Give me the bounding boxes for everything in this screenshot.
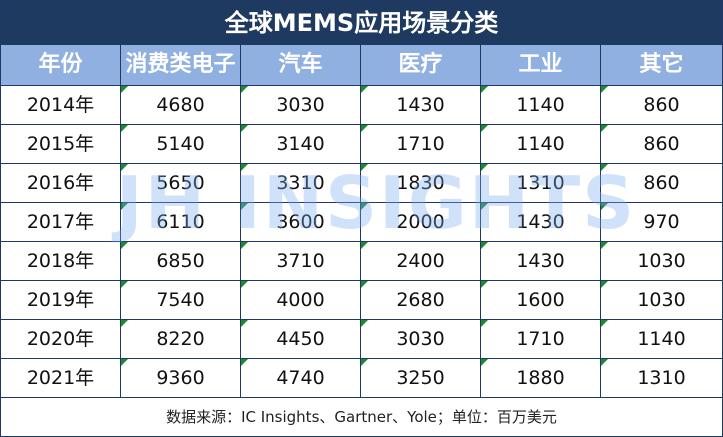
value-cell: 2400 bbox=[361, 242, 481, 280]
value-cell: 3030 bbox=[361, 320, 481, 358]
header-cell: 汽车 bbox=[241, 45, 361, 85]
table: 年份 消费类电子 汽车 医疗 工业 其它 2014年 4680 3030 1430 1140 860 2… bbox=[1, 45, 722, 398]
value-cell: 1430 bbox=[361, 86, 481, 124]
year-cell: 2017年 bbox=[1, 203, 121, 241]
value-cell: 1030 bbox=[601, 281, 722, 319]
value-cell: 860 bbox=[601, 125, 722, 163]
table-row: 2016年 5650 3310 1830 1310 860 bbox=[1, 164, 722, 203]
table-title: 全球MEMS应用场景分类 bbox=[1, 1, 722, 45]
header-cell: 年份 bbox=[1, 45, 121, 85]
value-cell: 1830 bbox=[361, 164, 481, 202]
value-cell: 3140 bbox=[241, 125, 361, 163]
value-cell: 1600 bbox=[481, 281, 601, 319]
value-cell: 5140 bbox=[121, 125, 241, 163]
value-cell: 860 bbox=[601, 164, 722, 202]
value-cell: 4450 bbox=[241, 320, 361, 358]
value-cell: 1310 bbox=[601, 359, 722, 397]
value-cell: 6850 bbox=[121, 242, 241, 280]
value-cell: 3030 bbox=[241, 86, 361, 124]
table-row: 2020年 8220 4450 3030 1710 1140 bbox=[1, 320, 722, 359]
table-row: 2017年 6110 3600 2000 1430 970 bbox=[1, 203, 722, 242]
table-row: 2014年 4680 3030 1430 1140 860 bbox=[1, 86, 722, 125]
value-cell: 860 bbox=[601, 86, 722, 124]
value-cell: 1140 bbox=[481, 125, 601, 163]
value-cell: 2000 bbox=[361, 203, 481, 241]
value-cell: 3310 bbox=[241, 164, 361, 202]
value-cell: 4000 bbox=[241, 281, 361, 319]
value-cell: 1430 bbox=[481, 203, 601, 241]
year-cell: 2021年 bbox=[1, 359, 121, 397]
value-cell: 4740 bbox=[241, 359, 361, 397]
value-cell: 1140 bbox=[601, 320, 722, 358]
table-row: 2019年 7540 4000 2680 1600 1030 bbox=[1, 281, 722, 320]
table-row: 2021年 9360 4740 3250 1880 1310 bbox=[1, 359, 722, 398]
value-cell: 8220 bbox=[121, 320, 241, 358]
header-cell: 医疗 bbox=[361, 45, 481, 85]
header-cell: 消费类电子 bbox=[121, 45, 241, 85]
year-cell: 2014年 bbox=[1, 86, 121, 124]
value-cell: 4680 bbox=[121, 86, 241, 124]
year-cell: 2018年 bbox=[1, 242, 121, 280]
header-row: 年份 消费类电子 汽车 医疗 工业 其它 bbox=[1, 45, 722, 86]
value-cell: 1030 bbox=[601, 242, 722, 280]
header-cell: 其它 bbox=[639, 52, 684, 77]
value-cell: 6110 bbox=[121, 203, 241, 241]
source-note: 数据来源：IC Insights、Gartner、Yole；单位：百万美元 bbox=[166, 408, 557, 426]
value-cell: 3250 bbox=[361, 359, 481, 397]
value-cell: 1140 bbox=[481, 86, 601, 124]
value-cell: 9360 bbox=[121, 359, 241, 397]
table-row: 2018年 6850 3710 2400 1430 1030 bbox=[1, 242, 722, 281]
year-cell: 2020年 bbox=[1, 320, 121, 358]
value-cell: 1710 bbox=[481, 320, 601, 358]
value-cell: 5650 bbox=[121, 164, 241, 202]
value-cell: 1710 bbox=[361, 125, 481, 163]
value-cell: 1310 bbox=[481, 164, 601, 202]
table-row: 2015年 5140 3140 1710 1140 860 bbox=[1, 125, 722, 164]
value-cell: 2680 bbox=[361, 281, 481, 319]
header-cell: 工业 bbox=[481, 45, 601, 85]
year-cell: 2016年 bbox=[1, 164, 121, 202]
value-cell: 1880 bbox=[481, 359, 601, 397]
value-cell: 7540 bbox=[121, 281, 241, 319]
value-cell: 1430 bbox=[481, 242, 601, 280]
value-cell: 970 bbox=[601, 203, 722, 241]
year-cell: 2015年 bbox=[1, 125, 121, 163]
value-cell: 3710 bbox=[241, 242, 361, 280]
value-cell: 3600 bbox=[241, 203, 361, 241]
year-cell: 2019年 bbox=[1, 281, 121, 319]
